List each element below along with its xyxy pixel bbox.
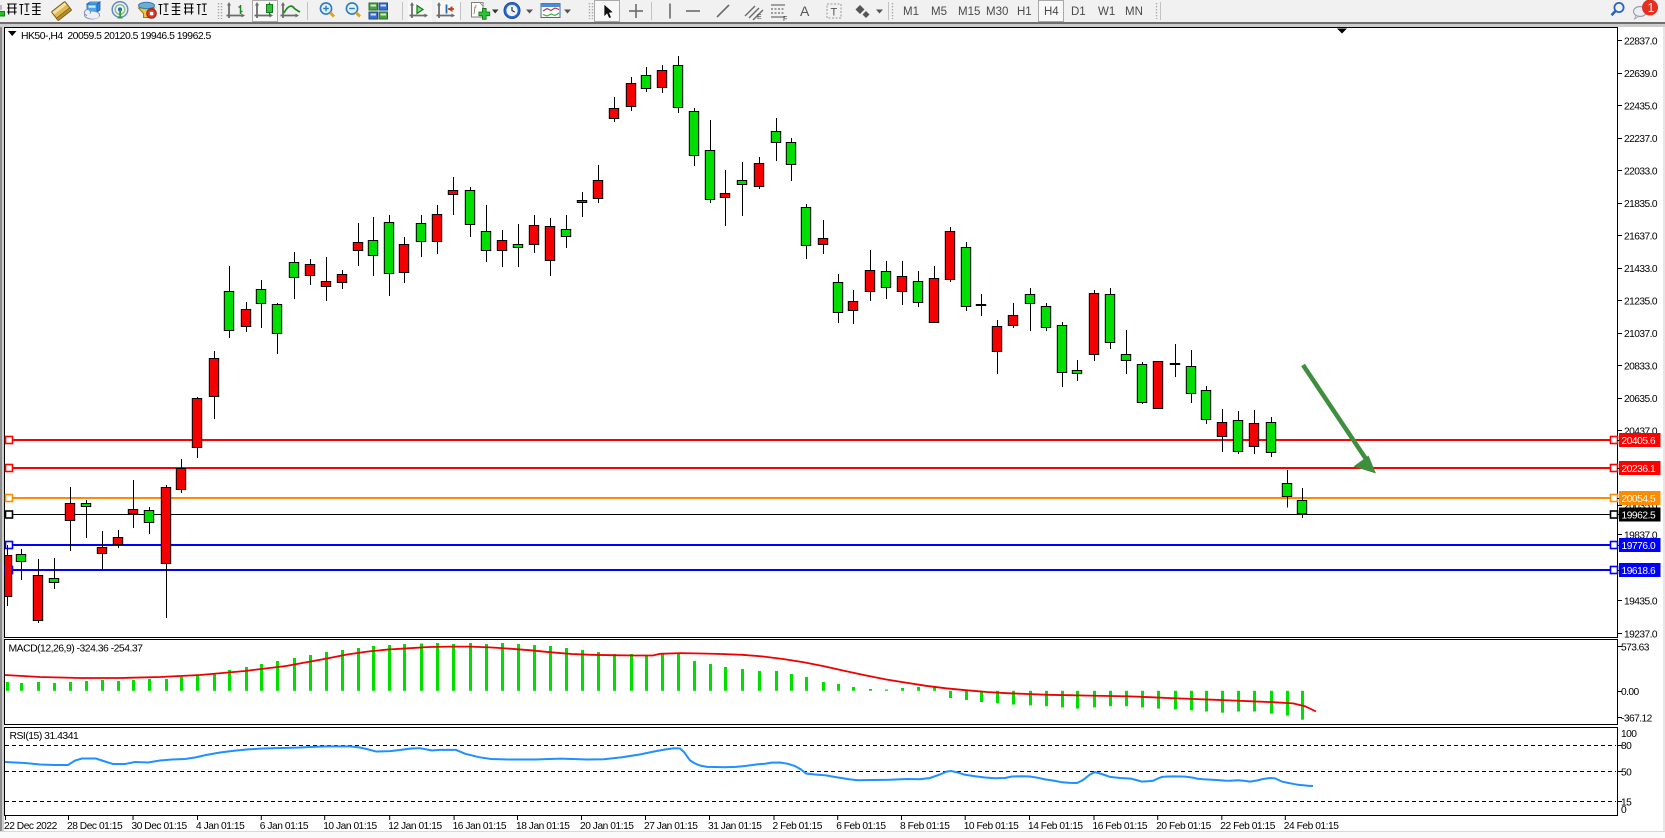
svg-text:24 Feb 01:15: 24 Feb 01:15 bbox=[1284, 821, 1339, 832]
svg-text:19837.0: 19837.0 bbox=[1624, 531, 1658, 542]
svg-text:20 Jan 01:15: 20 Jan 01:15 bbox=[580, 821, 634, 832]
svg-text:19962.5: 19962.5 bbox=[1622, 510, 1656, 521]
svg-text:21637.0: 21637.0 bbox=[1624, 231, 1658, 242]
svg-text:573.63: 573.63 bbox=[1621, 643, 1650, 654]
svg-text:20833.0: 20833.0 bbox=[1624, 361, 1658, 372]
svg-text:19237.0: 19237.0 bbox=[1624, 630, 1658, 641]
svg-text:10 Jan 01:15: 10 Jan 01:15 bbox=[323, 821, 377, 832]
svg-text:31 Jan 01:15: 31 Jan 01:15 bbox=[708, 821, 762, 832]
svg-text:E: E bbox=[757, 14, 762, 21]
svg-text:2 Feb 01:15: 2 Feb 01:15 bbox=[773, 821, 823, 832]
svg-text:D1: D1 bbox=[1071, 6, 1086, 18]
svg-text:T: T bbox=[831, 7, 838, 19]
svg-text:22033.0: 22033.0 bbox=[1624, 166, 1658, 177]
svg-text:1: 1 bbox=[1648, 1, 1655, 15]
svg-text:20635.0: 20635.0 bbox=[1624, 394, 1658, 405]
svg-text:6 Jan 01:15: 6 Jan 01:15 bbox=[260, 821, 309, 832]
svg-text:18 Jan 01:15: 18 Jan 01:15 bbox=[516, 821, 570, 832]
svg-text:10 Feb 01:15: 10 Feb 01:15 bbox=[964, 821, 1019, 832]
svg-text:19776.0: 19776.0 bbox=[1622, 541, 1656, 552]
svg-text:M30: M30 bbox=[986, 6, 1008, 18]
svg-text:M15: M15 bbox=[958, 6, 980, 18]
svg-text:M5: M5 bbox=[931, 6, 947, 18]
svg-text:6 Feb 01:15: 6 Feb 01:15 bbox=[836, 821, 886, 832]
svg-text:RSI(15) 31.4341: RSI(15) 31.4341 bbox=[10, 731, 79, 742]
svg-text:f: f bbox=[474, 4, 478, 14]
svg-text:-367.12: -367.12 bbox=[1621, 714, 1653, 725]
svg-text:22 Dec 2022: 22 Dec 2022 bbox=[4, 821, 58, 832]
svg-text:HK50-,H4 20059.5 20120.5 1994: HK50-,H4 20059.5 20120.5 19946.5 19962.5 bbox=[21, 31, 212, 42]
svg-text:20236.1: 20236.1 bbox=[1622, 464, 1656, 475]
svg-text:50: 50 bbox=[1621, 767, 1632, 778]
svg-text:15: 15 bbox=[1621, 797, 1632, 808]
svg-text:20437.0: 20437.0 bbox=[1624, 426, 1658, 437]
svg-text:19618.6: 19618.6 bbox=[1622, 566, 1656, 577]
svg-text:80: 80 bbox=[1621, 741, 1632, 752]
svg-text:21037.0: 21037.0 bbox=[1624, 329, 1658, 340]
svg-text:16 Jan 01:15: 16 Jan 01:15 bbox=[453, 821, 507, 832]
svg-text:21235.0: 21235.0 bbox=[1624, 296, 1658, 307]
svg-text:8 Feb 01:15: 8 Feb 01:15 bbox=[900, 821, 950, 832]
svg-text:0.00: 0.00 bbox=[1621, 687, 1640, 698]
svg-text:21433.0: 21433.0 bbox=[1624, 264, 1658, 275]
svg-text:M1: M1 bbox=[903, 6, 919, 18]
svg-text:W1: W1 bbox=[1098, 6, 1115, 18]
svg-text:14 Feb 01:15: 14 Feb 01:15 bbox=[1028, 821, 1083, 832]
svg-text:12 Jan 01:15: 12 Jan 01:15 bbox=[388, 821, 442, 832]
svg-text:MACD(12,26,9) -324.36 -254.37: MACD(12,26,9) -324.36 -254.37 bbox=[9, 644, 144, 655]
svg-text:20035.0: 20035.0 bbox=[1624, 501, 1658, 512]
svg-text:4 Jan 01:15: 4 Jan 01:15 bbox=[196, 821, 245, 832]
svg-text:28 Dec 01:15: 28 Dec 01:15 bbox=[67, 821, 123, 832]
svg-text:22639.0: 22639.0 bbox=[1624, 69, 1658, 80]
svg-text:22435.0: 22435.0 bbox=[1624, 101, 1658, 112]
svg-text:H4: H4 bbox=[1044, 6, 1059, 18]
svg-text:16 Feb 01:15: 16 Feb 01:15 bbox=[1093, 821, 1148, 832]
svg-text:F: F bbox=[783, 16, 787, 22]
svg-text:0: 0 bbox=[1621, 805, 1627, 816]
svg-text:30 Dec 01:15: 30 Dec 01:15 bbox=[132, 821, 188, 832]
svg-text:20405.6: 20405.6 bbox=[1622, 436, 1656, 447]
svg-text:22837.0: 22837.0 bbox=[1624, 36, 1658, 47]
svg-text:19435.0: 19435.0 bbox=[1624, 597, 1658, 608]
svg-text:H1: H1 bbox=[1017, 6, 1032, 18]
svg-text:100: 100 bbox=[1621, 729, 1637, 740]
svg-text:21835.0: 21835.0 bbox=[1624, 199, 1658, 210]
svg-text:MN: MN bbox=[1125, 6, 1143, 18]
svg-text:22237.0: 22237.0 bbox=[1624, 134, 1658, 145]
svg-text:22 Feb 01:15: 22 Feb 01:15 bbox=[1220, 821, 1275, 832]
svg-text:27 Jan 01:15: 27 Jan 01:15 bbox=[644, 821, 698, 832]
svg-text:20 Feb 01:15: 20 Feb 01:15 bbox=[1156, 821, 1211, 832]
svg-text:20054.5: 20054.5 bbox=[1622, 494, 1656, 505]
svg-text:A: A bbox=[800, 3, 810, 19]
